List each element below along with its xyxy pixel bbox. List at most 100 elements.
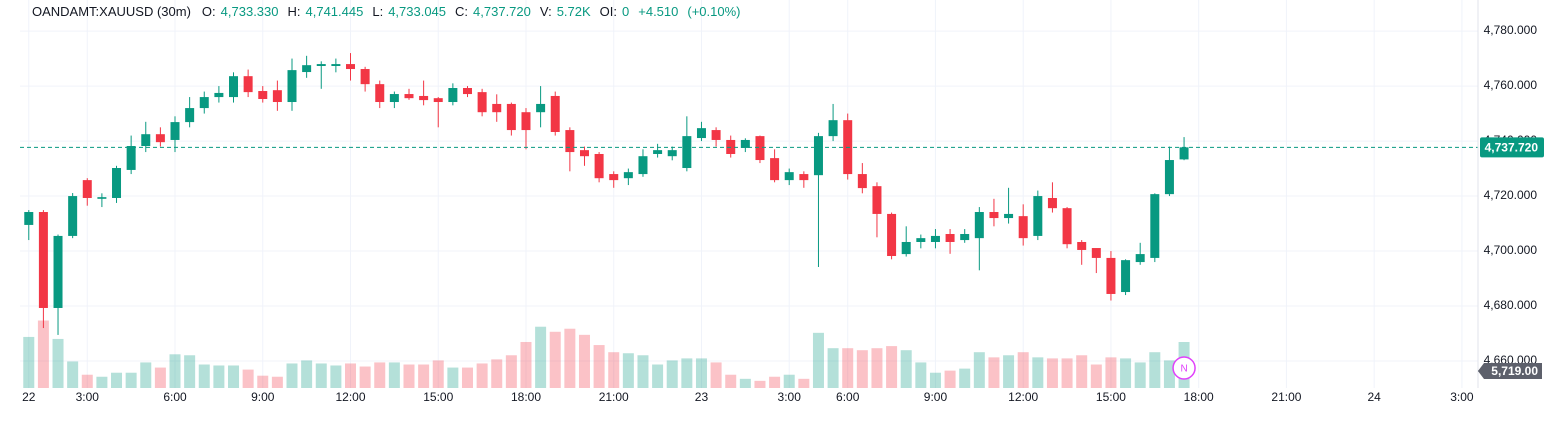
volume-bar: [944, 370, 956, 388]
candle-body: [667, 150, 677, 157]
volume-bar: [447, 367, 459, 388]
last-price-label: 4,737.720: [1485, 141, 1539, 155]
candle-body: [1106, 257, 1116, 294]
x-tick-label: 3:00: [778, 390, 802, 404]
y-tick-label: 4,780.000: [1484, 23, 1538, 37]
candle-body: [711, 130, 721, 140]
volume-bar: [1120, 358, 1132, 388]
volume-bar: [140, 362, 152, 388]
candle-body: [229, 76, 239, 98]
candle-body: [389, 94, 399, 103]
volume-bar: [1032, 357, 1044, 388]
volume-bar: [593, 345, 605, 388]
x-tick-label: 18:00: [1184, 390, 1214, 404]
candle-body: [506, 103, 516, 131]
candle-body: [141, 134, 151, 147]
volume-bar: [228, 365, 240, 388]
y-tick-label: 4,760.000: [1484, 78, 1538, 92]
candle-body: [901, 241, 911, 255]
candle-body: [623, 172, 633, 179]
volume-bar: [973, 352, 985, 388]
volume-bar: [842, 348, 854, 388]
volume-bar: [1090, 364, 1102, 388]
x-tick-label: 22: [22, 390, 36, 404]
candle-body: [799, 174, 809, 181]
volume-bar: [652, 364, 664, 388]
candle-body: [1018, 216, 1028, 239]
volume-bar: [213, 365, 225, 388]
candle-body: [1164, 160, 1174, 195]
candle-body: [243, 76, 253, 93]
volume-bar: [549, 331, 561, 388]
volume-bar: [1061, 358, 1073, 388]
candle-body: [448, 87, 458, 103]
volume-bar: [988, 357, 1000, 388]
candle-body: [492, 103, 502, 113]
volume-bar: [432, 360, 444, 388]
candle-body: [1004, 213, 1014, 219]
field-label: V:: [539, 4, 552, 19]
candle-body: [155, 134, 165, 143]
x-tick-label: 24: [1367, 390, 1381, 404]
change-pct: (+0.10%): [687, 4, 741, 19]
volume-bar: [344, 363, 356, 388]
volume-bar: [564, 328, 576, 388]
field-value: 4,733.330: [220, 4, 279, 19]
candle-body: [1150, 194, 1160, 258]
news-marker: [1172, 356, 1196, 380]
volume-bar: [827, 348, 839, 388]
volume-bar: [886, 346, 898, 388]
candle-body: [740, 139, 750, 148]
candle-body: [565, 130, 575, 153]
candle-body: [521, 112, 531, 131]
candle-body: [887, 213, 897, 257]
volume-bar: [1076, 355, 1088, 388]
x-tick-label: 18:00: [511, 390, 541, 404]
candle-body: [1077, 241, 1087, 250]
volume-bar: [1003, 355, 1015, 388]
candle-body: [916, 238, 926, 242]
candle-body: [960, 234, 970, 241]
candle-body: [419, 95, 429, 101]
volume-bar: [710, 362, 722, 388]
volume-bar: [476, 363, 488, 388]
volume-bar: [96, 376, 108, 388]
volume-bar: [622, 353, 634, 388]
symbol: OANDAMT:XAUUSD (30m): [32, 4, 191, 19]
volume-bar: [1046, 358, 1058, 388]
candle-body: [828, 120, 838, 137]
volume-bar: [798, 378, 810, 388]
volume-bar: [491, 359, 503, 388]
volume-bar: [1149, 352, 1161, 388]
candle-body: [258, 91, 268, 99]
volume-bar: [286, 363, 298, 388]
field-label: L:: [372, 4, 384, 19]
volume-bar: [154, 367, 166, 388]
candle-body: [1091, 248, 1101, 258]
x-tick-label: 15:00: [423, 390, 453, 404]
volume-bar: [535, 326, 547, 388]
candle-body: [696, 128, 706, 139]
candle-body: [185, 108, 195, 123]
volume-bar: [578, 334, 590, 388]
candle-body: [199, 97, 209, 109]
volume-bar: [271, 376, 283, 388]
field-label: O:: [201, 4, 216, 19]
volume-bar: [681, 358, 693, 388]
volume-bar: [403, 364, 415, 388]
candle-body: [170, 122, 180, 140]
change: +4.510: [638, 4, 679, 19]
volume-bar: [739, 378, 751, 388]
volume-bar: [359, 366, 371, 388]
volume-bar: [608, 352, 620, 388]
y-tick-label: 4,720.000: [1484, 188, 1538, 202]
x-tick-label: 3:00: [76, 390, 100, 404]
candle-body: [770, 158, 780, 181]
volume-bar: [695, 358, 707, 388]
last-price-box: [1480, 137, 1544, 158]
volume-bar: [37, 320, 49, 388]
volume-bar: [81, 374, 93, 388]
candle-body: [462, 87, 472, 95]
